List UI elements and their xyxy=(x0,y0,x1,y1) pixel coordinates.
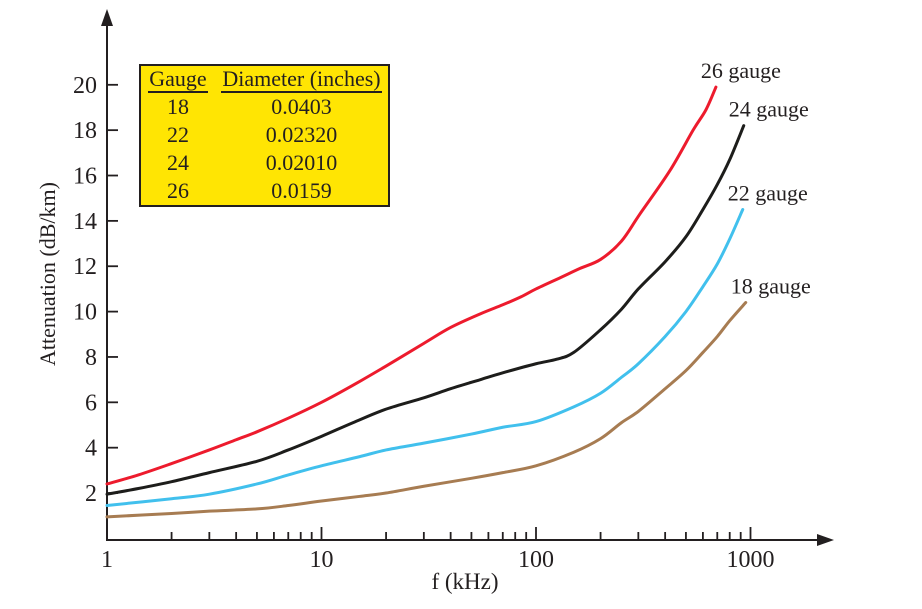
curve-24-gauge xyxy=(105,124,746,496)
curve-label-24-gauge: 24 gauge xyxy=(729,97,809,122)
y-axis-arrow-icon xyxy=(101,9,113,26)
y-tick-label: 4 xyxy=(85,436,97,462)
diameter-value: 0.02320 xyxy=(265,122,338,148)
x-tick-label: 10 xyxy=(310,547,334,573)
table-header-gauge: Gauge xyxy=(148,67,208,94)
y-tick-label: 18 xyxy=(73,118,97,144)
x-tick-label: 100 xyxy=(518,547,554,573)
y-axis-title: Attenuation (dB/km) xyxy=(35,182,60,366)
table-row: 22 0.02320 xyxy=(141,121,388,149)
diameter-value: 0.0403 xyxy=(271,94,332,120)
gauge-value: 24 xyxy=(167,150,189,176)
table-header-row: Gauge Diameter (inches) xyxy=(141,66,388,94)
x-axis-title: f (kHz) xyxy=(431,569,499,594)
diameter-value: 0.02010 xyxy=(265,150,338,176)
y-tick-label: 20 xyxy=(73,73,97,99)
gauge-value: 26 xyxy=(167,178,189,203)
y-tick-label: 16 xyxy=(73,164,97,190)
x-tick-label: 1000 xyxy=(727,547,775,573)
x-tick-label: 1 xyxy=(101,547,113,573)
table-row: 24 0.02010 xyxy=(141,149,388,177)
diameter-value: 0.0159 xyxy=(271,178,332,203)
gauge-value: 22 xyxy=(167,122,189,148)
y-tick-label: 10 xyxy=(73,300,97,326)
curve-26-gauge xyxy=(105,85,718,486)
y-tick-label: 6 xyxy=(85,390,97,416)
gauge-diameter-table: Gauge Diameter (inches) 18 0.0403 22 0.0… xyxy=(139,64,390,207)
y-tick-label: 8 xyxy=(85,345,97,371)
curve-label-26-gauge: 26 gauge xyxy=(701,58,781,83)
table-row: 26 0.0159 xyxy=(141,177,388,205)
y-tick-label: 2 xyxy=(85,481,97,507)
curve-18-gauge xyxy=(105,301,748,519)
y-tick-label: 14 xyxy=(73,209,97,235)
curve-22-gauge xyxy=(105,208,745,508)
curve-label-18-gauge: 18 gauge xyxy=(731,274,811,299)
y-tick-label: 12 xyxy=(73,254,97,280)
gauge-table: Gauge Diameter (inches) 18 0.0403 22 0.0… xyxy=(141,66,388,205)
curve-label-22-gauge: 22 gauge xyxy=(728,181,808,206)
x-axis-arrow-icon xyxy=(817,534,834,546)
table-row: 18 0.0403 xyxy=(141,93,388,121)
table-header-diameter: Diameter (inches) xyxy=(221,67,382,94)
gauge-value: 18 xyxy=(167,94,189,120)
